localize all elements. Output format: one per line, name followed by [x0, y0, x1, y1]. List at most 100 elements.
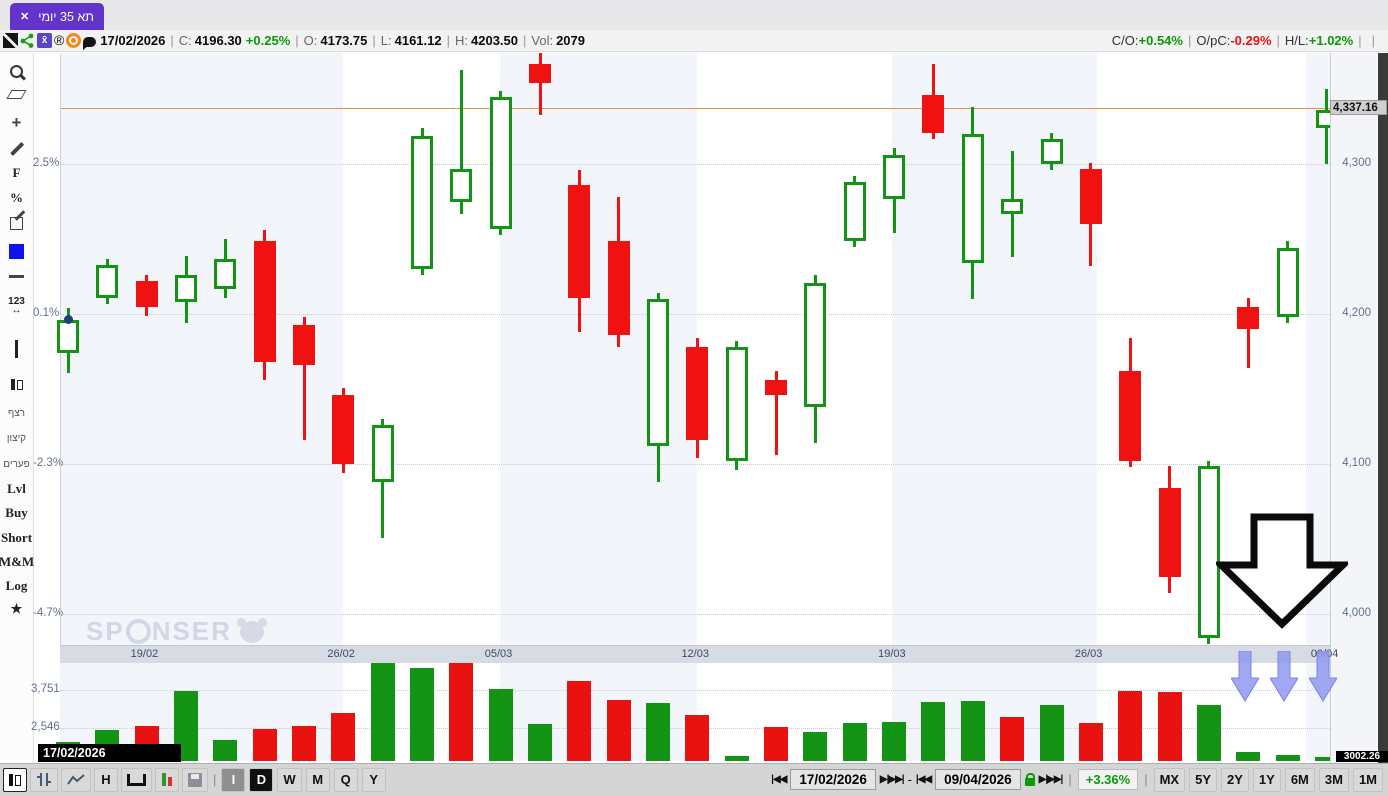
- volume-bar[interactable]: [449, 663, 474, 761]
- percent-tool[interactable]: %: [0, 187, 33, 209]
- volume-bar[interactable]: [331, 713, 356, 761]
- candle-body[interactable]: [883, 155, 906, 199]
- volume-bar[interactable]: [1000, 717, 1025, 761]
- candle-body[interactable]: [253, 240, 276, 362]
- candle-body[interactable]: [489, 96, 512, 229]
- right-scroll-strip[interactable]: [1377, 53, 1388, 763]
- candle-body[interactable]: [686, 347, 709, 440]
- buy-button[interactable]: Buy: [0, 502, 33, 524]
- candle-body[interactable]: [843, 182, 866, 241]
- candle-body[interactable]: [175, 275, 198, 302]
- gaps-label[interactable]: פערים: [0, 453, 33, 475]
- candle-body[interactable]: [1158, 488, 1181, 577]
- volume-bar[interactable]: [528, 724, 553, 761]
- tab-close-icon[interactable]: ✕: [20, 11, 30, 23]
- volume-bar[interactable]: [370, 663, 395, 761]
- purple-down-arrow-3[interactable]: [1309, 651, 1337, 703]
- volume-bar[interactable]: [764, 726, 789, 761]
- volume-bar[interactable]: [1118, 690, 1143, 761]
- period-button-i[interactable]: I: [221, 767, 246, 792]
- excel-export-icon[interactable]: x̄: [37, 33, 52, 48]
- volume-bar[interactable]: [842, 722, 867, 761]
- tab-ta35-daily[interactable]: תא 35 יומי ✕: [10, 3, 104, 30]
- candle-body[interactable]: [214, 258, 237, 289]
- end-date-box[interactable]: 09/04/2026: [935, 769, 1021, 790]
- measure-tool[interactable]: 123 ↔: [0, 295, 33, 317]
- line-type-button[interactable]: [61, 767, 91, 792]
- candle-body[interactable]: [1040, 138, 1063, 164]
- volume-bar[interactable]: [292, 725, 317, 761]
- volume-bar[interactable]: [488, 689, 513, 761]
- mm-button[interactable]: M&M: [0, 551, 34, 573]
- candle-body[interactable]: [371, 425, 394, 482]
- candle-body[interactable]: [57, 320, 79, 353]
- candle-body[interactable]: [1197, 465, 1220, 638]
- volume-bar[interactable]: [1039, 704, 1064, 761]
- crosshair-icon[interactable]: +: [0, 112, 33, 134]
- short-button[interactable]: Short: [0, 527, 33, 549]
- period-button-w[interactable]: W: [277, 767, 302, 792]
- volume-bar[interactable]: [606, 700, 631, 761]
- price-axis[interactable]: 4,300 4,200 4,100 4,000: [1330, 53, 1377, 763]
- candle-body[interactable]: [725, 347, 748, 461]
- candle-body[interactable]: [1276, 248, 1299, 317]
- volume-bar[interactable]: [921, 702, 946, 761]
- candlestick-type-button[interactable]: [3, 767, 27, 792]
- big-down-arrow-annotation[interactable]: [1216, 512, 1348, 630]
- color-swatch[interactable]: [0, 240, 33, 262]
- volume-bar[interactable]: [646, 702, 671, 761]
- comment-icon[interactable]: [83, 36, 97, 50]
- period-button-y[interactable]: Y: [361, 767, 386, 792]
- volume-bar[interactable]: [567, 680, 592, 761]
- candle-body[interactable]: [529, 63, 552, 83]
- volume-bar[interactable]: [252, 729, 277, 761]
- candle-body[interactable]: [135, 281, 158, 307]
- target-icon[interactable]: [66, 33, 82, 48]
- range-button-6m[interactable]: 6M: [1284, 767, 1315, 792]
- start-date-box[interactable]: 17/02/2026: [790, 769, 876, 790]
- candle-body[interactable]: [804, 282, 827, 407]
- period-button-q[interactable]: Q: [333, 767, 358, 792]
- candle-body[interactable]: [647, 299, 670, 446]
- range-button-2y[interactable]: 2Y: [1221, 767, 1249, 792]
- candle-body[interactable]: [607, 240, 630, 335]
- step-forward-button-2[interactable]: ▶|▶▶|: [1038, 774, 1064, 785]
- save-button[interactable]: [182, 767, 208, 792]
- share-icon[interactable]: [20, 33, 35, 48]
- ohlc-type-button[interactable]: [30, 767, 58, 792]
- eraser-icon[interactable]: [0, 83, 33, 105]
- candle-body[interactable]: [1001, 198, 1024, 214]
- heikin-button[interactable]: H: [94, 767, 118, 792]
- jump-start-button-2[interactable]: |◀◀: [915, 774, 932, 785]
- volume-bar[interactable]: [1196, 704, 1221, 761]
- volume-bar[interactable]: [685, 714, 710, 761]
- level-button[interactable]: Lvl: [0, 478, 33, 500]
- step-forward-button[interactable]: ▶|▶▶|: [879, 774, 905, 785]
- vertical-line-tool[interactable]: [0, 338, 33, 360]
- volume-bar[interactable]: [213, 739, 238, 761]
- range-button-5y[interactable]: 5Y: [1189, 767, 1217, 792]
- jump-start-button[interactable]: |◀◀: [771, 774, 787, 785]
- volume-bar[interactable]: [803, 731, 828, 761]
- range-button-1m[interactable]: 1M: [1352, 767, 1383, 792]
- candle-body[interactable]: [96, 264, 119, 298]
- candle-body[interactable]: [1079, 168, 1102, 224]
- volume-bar[interactable]: [1275, 755, 1300, 761]
- volume-bar[interactable]: [1314, 756, 1339, 761]
- volume-bar[interactable]: [724, 755, 749, 761]
- fibonacci-tool[interactable]: F: [0, 162, 33, 184]
- continuous-label[interactable]: רצף: [0, 402, 33, 424]
- compare-candles-tool[interactable]: [0, 373, 33, 395]
- trendline-icon[interactable]: [0, 138, 33, 160]
- extreme-label[interactable]: קיצון: [0, 427, 33, 449]
- edit-icon[interactable]: [0, 212, 33, 234]
- candle-body[interactable]: [293, 324, 316, 365]
- lock-icon[interactable]: [1024, 773, 1036, 786]
- candle-body[interactable]: [1237, 306, 1260, 329]
- volume-bar[interactable]: [1078, 723, 1103, 761]
- purple-down-arrow-1[interactable]: [1231, 651, 1259, 703]
- volume-toggle-button[interactable]: [155, 767, 179, 792]
- volume-bar[interactable]: [410, 667, 435, 761]
- candle-body[interactable]: [765, 380, 788, 395]
